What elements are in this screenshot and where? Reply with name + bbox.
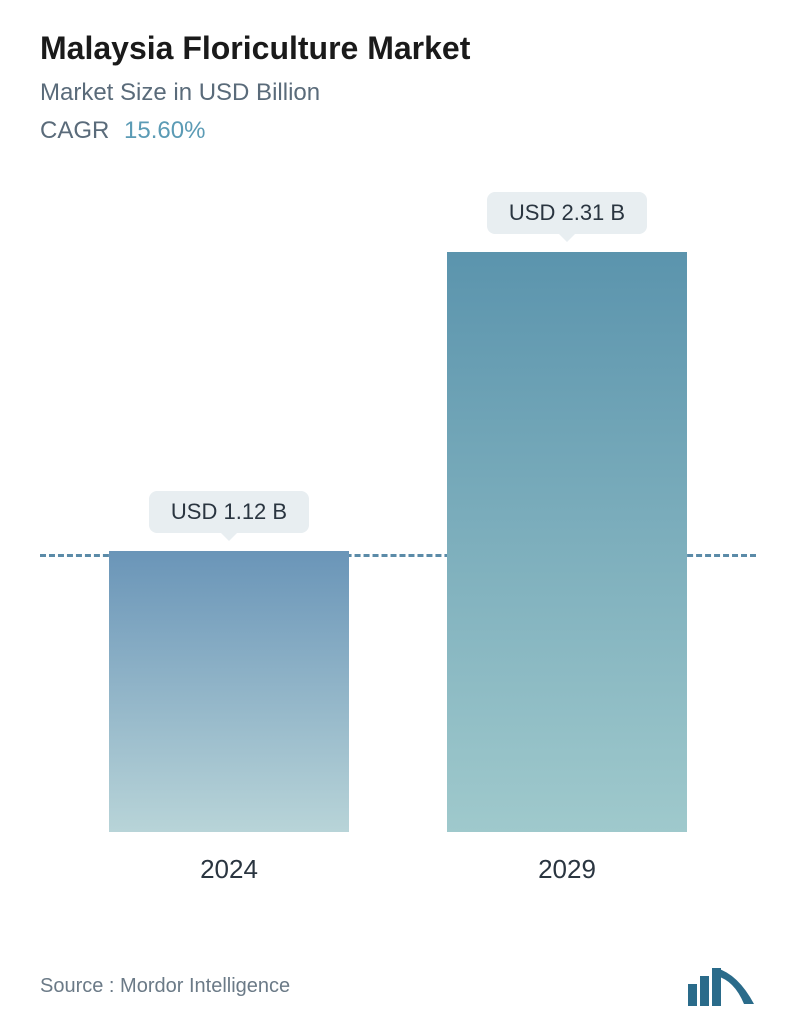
source-name: Mordor Intelligence <box>120 975 290 997</box>
bar <box>447 252 687 832</box>
cagr-label: CAGR <box>40 117 109 144</box>
bar-value-label: USD 2.31 B <box>487 192 647 234</box>
source-label: Source : <box>40 975 114 997</box>
bar-group-2029: USD 2.31 B 2029 <box>447 192 687 885</box>
bar <box>109 551 349 832</box>
logo-icon <box>686 966 756 1006</box>
year-label: 2024 <box>200 854 258 885</box>
bar-value-label: USD 1.12 B <box>149 491 309 533</box>
cagr-value: 15.60% <box>124 117 205 144</box>
bars-container: USD 1.12 B 2024 USD 2.31 B 2029 <box>40 185 756 885</box>
chart-subtitle: Market Size in USD Billion <box>40 79 756 107</box>
source-text: Source : Mordor Intelligence <box>40 975 290 998</box>
chart-title: Malaysia Floriculture Market <box>40 30 756 67</box>
chart-area: USD 1.12 B 2024 USD 2.31 B 2029 <box>40 185 756 885</box>
cagr-row: CAGR 15.60% <box>40 117 756 145</box>
mordor-logo <box>686 966 756 1006</box>
year-label: 2029 <box>538 854 596 885</box>
bar-group-2024: USD 1.12 B 2024 <box>109 491 349 885</box>
footer: Source : Mordor Intelligence <box>40 966 756 1006</box>
